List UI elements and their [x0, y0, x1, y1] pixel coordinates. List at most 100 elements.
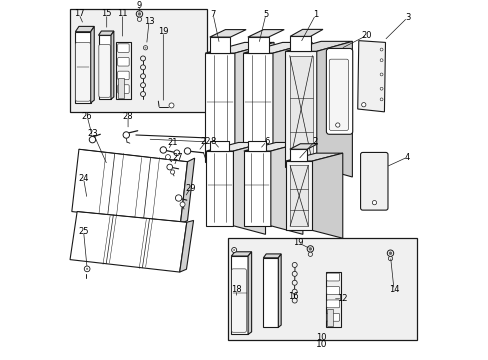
Circle shape [335, 123, 339, 127]
Bar [116, 42, 130, 99]
FancyBboxPatch shape [75, 42, 90, 101]
Circle shape [140, 91, 145, 96]
Polygon shape [234, 42, 273, 172]
Polygon shape [205, 53, 234, 162]
FancyBboxPatch shape [99, 45, 110, 97]
Circle shape [307, 252, 312, 256]
Circle shape [174, 150, 179, 156]
Polygon shape [312, 153, 342, 238]
Text: 14: 14 [388, 285, 399, 294]
Text: 21: 21 [167, 138, 178, 147]
Polygon shape [285, 41, 352, 51]
Polygon shape [233, 143, 265, 234]
Circle shape [86, 268, 88, 270]
Polygon shape [209, 30, 245, 37]
Polygon shape [289, 36, 310, 51]
Polygon shape [231, 256, 247, 334]
Circle shape [165, 154, 170, 159]
Polygon shape [206, 143, 265, 151]
Text: 22: 22 [201, 137, 211, 146]
Polygon shape [209, 37, 230, 53]
Polygon shape [98, 35, 111, 99]
Circle shape [292, 298, 297, 303]
FancyBboxPatch shape [326, 300, 339, 308]
Polygon shape [75, 26, 94, 32]
Polygon shape [244, 151, 270, 226]
Polygon shape [70, 212, 186, 272]
Polygon shape [357, 41, 385, 112]
Circle shape [169, 103, 174, 108]
Text: 26: 26 [81, 112, 92, 121]
Text: 13: 13 [143, 17, 154, 26]
Circle shape [136, 11, 142, 17]
Circle shape [140, 83, 145, 87]
Text: 3: 3 [404, 13, 409, 22]
Bar [289, 55, 312, 163]
Circle shape [379, 73, 382, 76]
Text: 16: 16 [287, 292, 298, 301]
Text: 11: 11 [117, 9, 127, 18]
Polygon shape [289, 149, 306, 161]
Circle shape [292, 262, 297, 267]
Polygon shape [179, 220, 193, 272]
Polygon shape [270, 143, 302, 234]
Bar [289, 165, 307, 226]
Text: 19: 19 [292, 238, 303, 247]
Text: 7: 7 [210, 10, 215, 19]
Polygon shape [231, 252, 251, 256]
FancyBboxPatch shape [118, 71, 129, 80]
Circle shape [292, 271, 297, 276]
Polygon shape [289, 144, 317, 149]
Text: 19: 19 [158, 27, 168, 36]
Polygon shape [247, 252, 251, 334]
Bar [70, 9, 207, 112]
Text: 12: 12 [336, 294, 347, 303]
FancyBboxPatch shape [326, 287, 339, 294]
Circle shape [180, 202, 184, 207]
Circle shape [379, 98, 382, 101]
Bar [118, 78, 123, 98]
FancyBboxPatch shape [231, 269, 246, 332]
Circle shape [387, 256, 392, 261]
Text: 28: 28 [122, 112, 133, 121]
Text: 29: 29 [185, 184, 195, 193]
FancyBboxPatch shape [325, 49, 352, 134]
Circle shape [292, 280, 297, 285]
Text: 10: 10 [316, 333, 326, 342]
Text: 6: 6 [264, 137, 269, 146]
Circle shape [292, 289, 297, 294]
Circle shape [388, 251, 391, 255]
Circle shape [166, 164, 172, 170]
Circle shape [184, 148, 190, 154]
Circle shape [386, 250, 393, 256]
Polygon shape [210, 141, 228, 151]
Polygon shape [72, 149, 187, 224]
Polygon shape [243, 42, 311, 53]
Text: 1: 1 [312, 10, 318, 19]
Circle shape [138, 12, 141, 16]
Circle shape [361, 103, 365, 107]
Circle shape [233, 249, 235, 251]
Polygon shape [247, 141, 265, 151]
Text: 23: 23 [88, 129, 98, 138]
Polygon shape [247, 30, 284, 37]
Text: 25: 25 [78, 227, 89, 236]
Text: 4: 4 [404, 153, 409, 162]
Text: 17: 17 [74, 9, 84, 18]
Text: 5: 5 [263, 10, 268, 19]
Text: 9: 9 [137, 1, 142, 10]
Circle shape [379, 59, 382, 62]
FancyBboxPatch shape [118, 58, 129, 66]
Circle shape [137, 17, 142, 21]
Circle shape [231, 248, 236, 252]
Text: 18: 18 [230, 285, 241, 294]
Text: 20: 20 [361, 31, 371, 40]
Polygon shape [75, 32, 90, 103]
Polygon shape [98, 31, 114, 35]
Circle shape [143, 46, 147, 50]
Text: 27: 27 [172, 153, 183, 162]
Circle shape [140, 65, 145, 70]
FancyBboxPatch shape [326, 273, 339, 281]
Bar [326, 309, 332, 326]
FancyBboxPatch shape [118, 44, 129, 53]
